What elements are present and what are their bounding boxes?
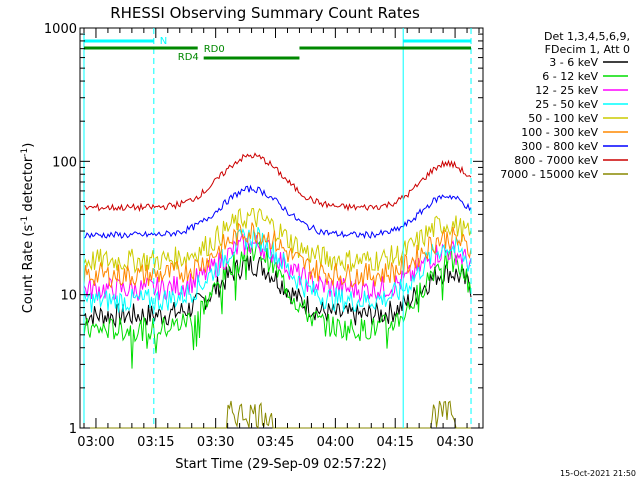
legend-entry-label: 6 - 12 keV [542,70,598,83]
chart-title: RHESSI Observing Summary Count Rates [110,4,420,22]
generated-timestamp: 15-Oct-2021 21:50 [560,469,636,478]
legend-entry-label: 25 - 50 keV [535,98,598,111]
x-tick-label: 03:45 [257,435,294,450]
series-line [83,184,472,240]
x-tick-label: 03:00 [77,435,114,450]
legend: Det 1,3,4,5,6,9,FDecim 1, Att 03 - 6 keV… [500,30,630,181]
plot-frame [79,27,484,429]
series-line [83,227,471,313]
legend-header: FDecim 1, Att 0 [545,43,630,56]
series-line [83,233,472,303]
vertical-markers [83,28,472,428]
legend-entry-label: 12 - 25 keV [535,84,598,97]
y-tick-label: 1000 [44,22,77,37]
series-line [83,152,472,213]
x-tick-label: 03:30 [197,435,234,450]
series-layer [83,152,472,429]
legend-entry-label: 800 - 7000 keV [514,154,598,167]
series-line [83,222,472,289]
series-line [84,400,471,429]
x-tick-label: 04:00 [317,435,354,450]
x-axis-ticks: 03:00 03:15 03:30 03:45 04:00 04:15 04:30 [77,28,480,450]
legend-entry-label: 7000 - 15000 keV [500,168,598,181]
flag-bars: N RD0 RD4 [83,36,472,63]
x-tick-label: 04:30 [436,435,473,450]
y-tick-label: 1 [69,422,77,437]
y-axis-label: Count Rate (s-1 detector-1) [20,143,36,314]
legend-entry-label: 50 - 100 keV [528,112,598,125]
legend-entry-label: 3 - 6 keV [549,56,598,69]
legend-entry-label: 100 - 300 keV [521,126,598,139]
flag-label-rd0: RD0 [204,44,225,55]
x-tick-label: 04:15 [376,435,413,450]
series-line [83,207,472,274]
flag-label-n: N [160,36,167,47]
y-axis-ticks: 1 10 100 1000 [44,22,483,437]
y-tick-label: 10 [60,289,77,304]
x-axis-label: Start Time (29-Sep-09 02:57:22) [175,457,386,472]
x-tick-label: 03:15 [137,435,174,450]
legend-header: Det 1,3,4,5,6,9, [544,30,630,43]
series-line [83,240,472,369]
flag-label-rd4: RD4 [178,52,199,63]
y-tick-label: 100 [52,155,77,170]
series-line [83,255,472,328]
legend-entry-label: 300 - 800 keV [521,140,598,153]
